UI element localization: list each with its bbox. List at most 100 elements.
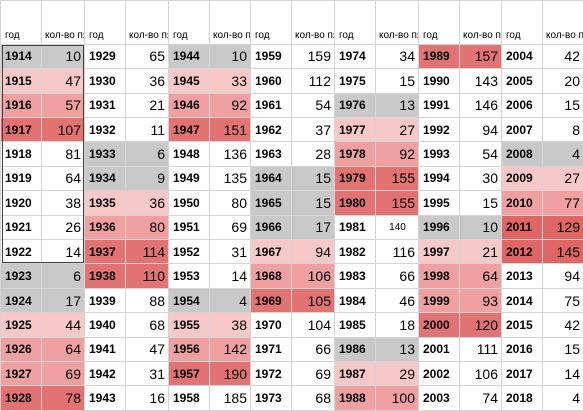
count-cell[interactable]: 13 xyxy=(375,92,419,118)
year-cell[interactable]: 2013 xyxy=(501,263,543,289)
year-cell[interactable]: 2008 xyxy=(501,141,543,167)
count-cell[interactable]: 37 xyxy=(291,116,335,143)
year-cell[interactable]: 2000 xyxy=(418,312,460,338)
count-cell[interactable]: 129 xyxy=(542,214,583,240)
year-cell[interactable]: 1992 xyxy=(418,116,460,143)
count-cell[interactable]: 27 xyxy=(375,116,419,143)
count-cell[interactable]: 136 xyxy=(209,141,251,167)
year-cell[interactable]: 1951 xyxy=(168,214,210,240)
count-cell[interactable]: 27 xyxy=(542,165,583,192)
year-cell[interactable]: 2007 xyxy=(501,116,543,143)
year-cell[interactable]: 1939 xyxy=(84,287,126,314)
year-cell[interactable]: 1915 xyxy=(0,68,42,94)
count-cell[interactable]: 185 xyxy=(209,385,251,411)
year-cell[interactable]: 1932 xyxy=(84,116,126,143)
year-cell[interactable]: 1940 xyxy=(84,312,126,338)
count-cell[interactable]: 10 xyxy=(41,43,85,70)
year-cell[interactable]: 1975 xyxy=(334,68,376,94)
year-cell[interactable]: 1921 xyxy=(0,214,42,240)
header-count[interactable]: кол-во пятен xyxy=(291,0,335,45)
year-cell[interactable]: 1967 xyxy=(250,238,292,265)
year-cell[interactable]: 1926 xyxy=(0,336,42,363)
count-cell[interactable]: 92 xyxy=(209,92,251,118)
year-cell[interactable]: 1957 xyxy=(168,361,210,387)
year-cell[interactable]: 1998 xyxy=(418,263,460,289)
year-cell[interactable]: 2018 xyxy=(501,385,543,411)
year-cell[interactable]: 1958 xyxy=(168,385,210,411)
count-cell[interactable]: 190 xyxy=(209,361,251,387)
count-cell[interactable]: 10 xyxy=(209,43,251,70)
year-cell[interactable]: 1944 xyxy=(168,43,210,70)
count-cell[interactable]: 155 xyxy=(375,190,419,216)
count-cell[interactable]: 114 xyxy=(125,238,169,265)
count-cell[interactable]: 88 xyxy=(125,287,169,314)
count-cell[interactable]: 31 xyxy=(209,238,251,265)
count-cell[interactable]: 64 xyxy=(41,336,85,363)
count-cell[interactable]: 11 xyxy=(125,116,169,143)
count-cell[interactable]: 28 xyxy=(291,141,335,167)
header-count[interactable]: кол-во пятен xyxy=(459,0,502,45)
year-cell[interactable]: 1938 xyxy=(84,263,126,289)
count-cell[interactable]: 69 xyxy=(209,214,251,240)
count-cell[interactable]: 104 xyxy=(291,312,335,338)
year-cell[interactable]: 1927 xyxy=(0,361,42,387)
count-cell[interactable]: 107 xyxy=(41,116,85,143)
count-cell[interactable]: 120 xyxy=(459,312,502,338)
year-cell[interactable]: 2016 xyxy=(501,336,543,363)
year-cell[interactable]: 1961 xyxy=(250,92,292,118)
count-cell[interactable]: 36 xyxy=(125,190,169,216)
count-cell[interactable]: 47 xyxy=(41,68,85,94)
count-cell[interactable]: 4 xyxy=(209,287,251,314)
count-cell[interactable]: 6 xyxy=(41,263,85,289)
count-cell[interactable]: 75 xyxy=(542,287,583,314)
count-cell[interactable]: 142 xyxy=(209,336,251,363)
year-cell[interactable]: 2012 xyxy=(501,238,543,265)
year-cell[interactable]: 1980 xyxy=(334,190,376,216)
year-cell[interactable]: 1969 xyxy=(250,287,292,314)
count-cell[interactable]: 15 xyxy=(291,165,335,192)
count-cell[interactable]: 80 xyxy=(209,190,251,216)
count-cell[interactable]: 68 xyxy=(125,312,169,338)
year-cell[interactable]: 1925 xyxy=(0,312,42,338)
header-year[interactable]: год xyxy=(418,0,460,45)
year-cell[interactable]: 1996 xyxy=(418,214,460,240)
year-cell[interactable]: 1947 xyxy=(168,116,210,143)
year-cell[interactable]: 1963 xyxy=(250,141,292,167)
year-cell[interactable]: 1949 xyxy=(168,165,210,192)
year-cell[interactable]: 1916 xyxy=(0,92,42,118)
count-cell[interactable]: 54 xyxy=(459,141,502,167)
year-cell[interactable]: 1918 xyxy=(0,141,42,167)
header-year[interactable]: год xyxy=(84,0,126,45)
year-cell[interactable]: 1956 xyxy=(168,336,210,363)
count-cell[interactable]: 81 xyxy=(41,141,85,167)
year-cell[interactable]: 1981 xyxy=(334,214,376,240)
count-cell[interactable]: 42 xyxy=(542,312,583,338)
count-cell[interactable]: 38 xyxy=(41,190,85,216)
count-cell[interactable]: 14 xyxy=(209,263,251,289)
year-cell[interactable]: 2006 xyxy=(501,92,543,118)
count-cell[interactable]: 16 xyxy=(125,385,169,411)
year-cell[interactable]: 1937 xyxy=(84,238,126,265)
year-cell[interactable]: 1935 xyxy=(84,190,126,216)
year-cell[interactable]: 2017 xyxy=(501,361,543,387)
count-cell[interactable]: 14 xyxy=(542,361,583,387)
count-cell[interactable]: 110 xyxy=(125,263,169,289)
year-cell[interactable]: 1966 xyxy=(250,214,292,240)
year-cell[interactable]: 1983 xyxy=(334,263,376,289)
year-cell[interactable]: 1955 xyxy=(168,312,210,338)
year-cell[interactable]: 1928 xyxy=(0,385,42,411)
year-cell[interactable]: 1991 xyxy=(418,92,460,118)
year-cell[interactable]: 2005 xyxy=(501,68,543,94)
year-cell[interactable]: 1946 xyxy=(168,92,210,118)
header-count[interactable]: кол-во пятен xyxy=(125,0,169,45)
year-cell[interactable]: 1970 xyxy=(250,312,292,338)
year-cell[interactable]: 1999 xyxy=(418,287,460,314)
header-year[interactable]: год xyxy=(0,0,42,45)
count-cell[interactable]: 8 xyxy=(542,116,583,143)
header-year[interactable]: год xyxy=(250,0,292,45)
count-cell[interactable]: 68 xyxy=(291,385,335,411)
year-cell[interactable]: 2003 xyxy=(418,385,460,411)
count-cell[interactable]: 145 xyxy=(542,238,583,265)
count-cell[interactable]: 30 xyxy=(459,165,502,192)
year-cell[interactable]: 2004 xyxy=(501,43,543,70)
